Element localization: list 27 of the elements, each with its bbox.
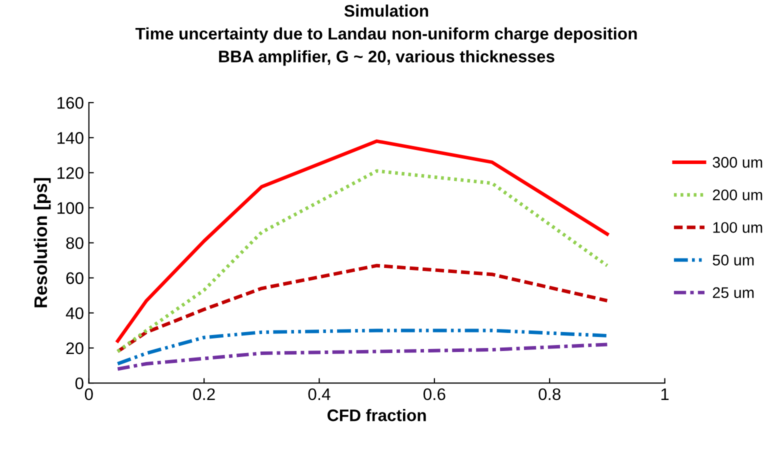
legend-label: 100 um	[713, 222, 762, 233]
y-tick-label: 0	[75, 377, 84, 390]
y-tick-label: 80	[66, 237, 84, 250]
x-axis-title: CFD fraction	[328, 408, 426, 422]
y-tick-label: 60	[66, 272, 84, 284]
y-tick-label: 40	[66, 307, 84, 320]
line-series	[116, 328, 609, 366]
legend-label: 200 um	[712, 190, 762, 200]
legend-label: 25 um	[712, 287, 754, 298]
y-tick-label: 140	[58, 132, 84, 144]
line-series	[116, 342, 609, 371]
y-tick-label: 160	[58, 97, 84, 109]
legend-label: 50 um	[712, 254, 754, 266]
x-tick-label: 0	[84, 388, 93, 400]
line-series	[116, 169, 609, 354]
x-tick-label: 0.8	[538, 388, 560, 400]
x-tick-label: 0.6	[423, 388, 446, 400]
x-tick-label: 1	[661, 388, 669, 400]
y-axis-title: Resolution [ps]	[34, 178, 51, 308]
y-tick-label: 120	[58, 167, 84, 179]
y-tick-label: 20	[66, 342, 84, 354]
y-tick-label: 100	[58, 202, 84, 214]
x-tick-label: 0.2	[193, 388, 215, 400]
x-tick-label: 0.4	[308, 388, 330, 400]
line-series	[116, 139, 609, 343]
legend-label: 300 um	[712, 156, 762, 168]
chart-title: Simulation Time uncertainty due to Landau non-uniform charge deposition BBA amplifier, G ~ 20, various thicknesses	[135, 4, 637, 66]
